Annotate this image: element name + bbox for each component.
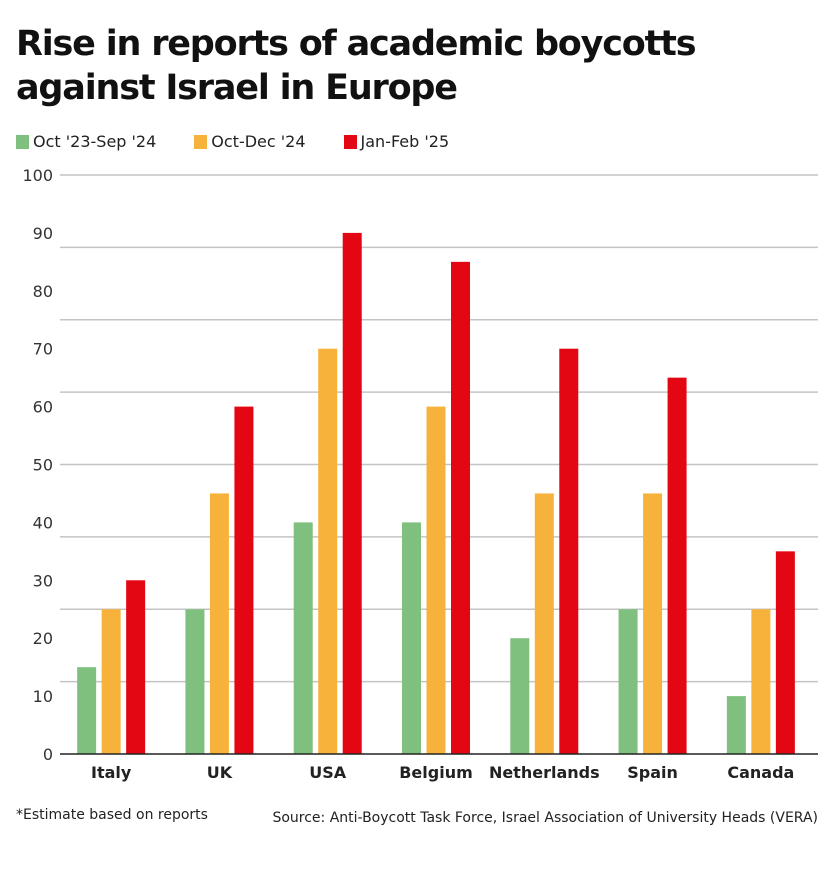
y-tick-label: 10	[33, 687, 53, 706]
bar	[643, 493, 663, 754]
legend-swatch	[16, 134, 29, 149]
y-tick-label: 50	[33, 456, 53, 475]
bar	[426, 406, 446, 754]
chart-legend: Oct '23-Sep '24 Oct-Dec '24 Jan-Feb '25	[16, 132, 487, 151]
y-tick-label: 0	[43, 745, 53, 764]
bar	[559, 348, 579, 754]
bar-chart: 0 10 20 30 40 50 60 70 80 90 100 Italy UK USA Belgium N…	[22, 166, 818, 782]
bar	[775, 551, 795, 754]
bar	[234, 406, 254, 754]
legend-item: Oct '23-Sep '24	[16, 132, 156, 151]
y-tick-label: 80	[33, 282, 53, 301]
bar	[126, 580, 146, 754]
bar	[402, 522, 421, 754]
legend-item: Jan-Feb '25	[343, 132, 450, 151]
x-category-label: USA	[309, 763, 347, 782]
source-note: Source: Anti-Boycott Task Force, Israel …	[272, 810, 818, 826]
x-category-label: Canada	[727, 763, 794, 782]
footnote: *Estimate based on reports	[16, 807, 208, 823]
bar	[667, 377, 687, 754]
y-tick-label: 40	[33, 513, 53, 532]
x-category-label: Italy	[91, 763, 132, 782]
bar	[534, 493, 554, 754]
legend-item: Oct-Dec '24	[194, 132, 306, 151]
bar	[77, 667, 97, 754]
x-category-label: Spain	[627, 763, 678, 782]
bar	[510, 638, 530, 754]
bar	[751, 609, 771, 754]
bar	[185, 609, 205, 754]
legend-label: Oct-Dec '24	[211, 132, 306, 151]
bar	[726, 696, 746, 754]
x-category-label: Belgium	[399, 763, 473, 782]
legend-label: Oct '23-Sep '24	[33, 132, 157, 151]
legend-swatch	[343, 134, 357, 149]
x-category-label: Netherlands	[489, 763, 600, 782]
y-tick-label: 90	[33, 224, 53, 243]
y-tick-label: 60	[33, 398, 53, 417]
x-category-label: UK	[207, 763, 233, 782]
bar	[618, 609, 638, 754]
bar	[293, 522, 313, 754]
legend-swatch	[194, 134, 208, 149]
y-tick-label: 30	[33, 571, 53, 590]
bar	[101, 609, 121, 754]
bar	[318, 348, 338, 754]
bar	[451, 261, 470, 754]
bar	[342, 232, 362, 754]
legend-label: Jan-Feb '25	[360, 132, 450, 151]
y-tick-label: 20	[33, 629, 53, 648]
chart-title: Rise in reports of academic boycotts aga…	[16, 24, 697, 108]
y-tick-label: 100	[22, 166, 53, 185]
bar	[209, 493, 229, 754]
y-tick-label: 70	[33, 340, 53, 359]
